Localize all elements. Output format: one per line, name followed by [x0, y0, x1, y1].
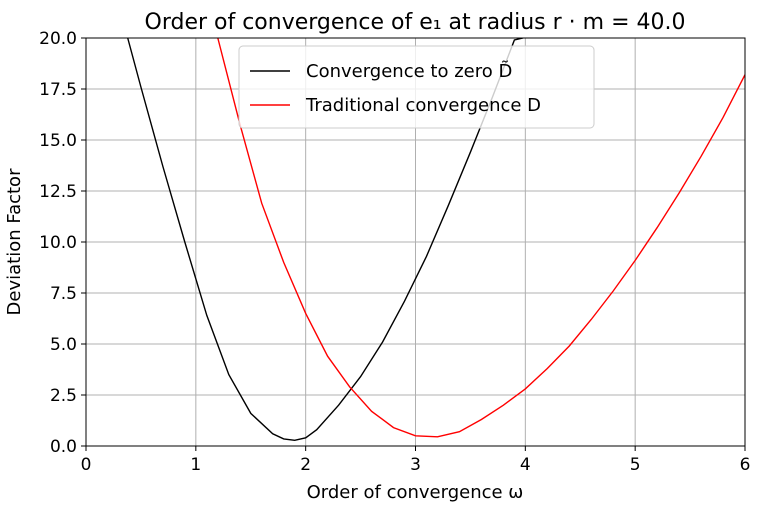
y-tick-label: 20.0 — [39, 29, 77, 49]
y-tick-label: 5.0 — [50, 335, 77, 355]
x-tick-label: 4 — [520, 455, 531, 475]
series-layer — [127, 38, 745, 442]
x-tick-label: 1 — [190, 455, 201, 475]
y-tick-label: 0.0 — [50, 437, 77, 457]
axis-ticks: 0 1 2 3 4 5 6 0.0 2.5 5.0 7.5 10.0 12.5 15.0 17.5 20.0 — [39, 29, 750, 475]
legend-box — [238, 45, 595, 129]
x-tick-label: 2 — [300, 455, 311, 475]
x-tick-label: 6 — [740, 455, 751, 475]
legend-label-convergence-to-zero: Convergence to zero D̃ — [306, 61, 512, 82]
x-axis-label: Order of convergence ω — [307, 482, 524, 503]
y-tick-label: 15.0 — [39, 131, 77, 151]
chart-title: Order of convergence of e₁ at radius r ·… — [145, 10, 686, 35]
y-tick-label: 17.5 — [39, 80, 77, 100]
grid — [85, 37, 746, 447]
y-tick-label: 2.5 — [50, 386, 77, 406]
legend: Convergence to zero D̃ Traditional conve… — [238, 45, 595, 129]
y-tick-label: 12.5 — [39, 182, 77, 202]
legend-label-traditional-convergence: Traditional convergence D — [305, 95, 541, 116]
x-tick-label: 0 — [81, 455, 92, 475]
x-tick-label: 3 — [410, 455, 421, 475]
series-line-convergence-to-zero — [127, 38, 524, 442]
series-line-traditional-convergence — [217, 38, 745, 438]
x-tick-label: 5 — [630, 455, 641, 475]
y-axis-label: Deviation Factor — [4, 168, 25, 316]
y-tick-label: 7.5 — [50, 284, 77, 304]
y-tick-label: 10.0 — [39, 233, 77, 253]
